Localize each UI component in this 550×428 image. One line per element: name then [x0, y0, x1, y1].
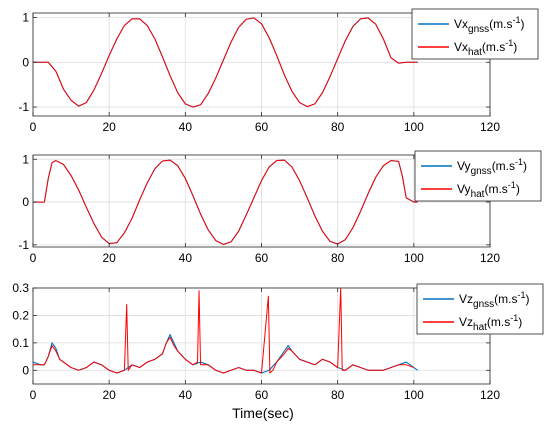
legend-box [411, 8, 539, 60]
y-tick-label: 0.2 [12, 308, 29, 322]
x-tick-label: 0 [30, 120, 37, 134]
legend-text-part: hat [468, 47, 482, 58]
x-tick-label: 100 [404, 388, 424, 402]
x-tick-label: 80 [331, 388, 345, 402]
subplot-panels: 0 20 40 60 80 100 120-101 Vxgnss(m.s-1)Vxhat(m.… [12, 8, 544, 402]
legend-text-part: (m.s [487, 315, 510, 329]
x-axis-label: Time(sec) [232, 405, 294, 421]
x-tick-label: 20 [102, 251, 116, 265]
legend-text-part: ) [525, 292, 529, 306]
legend-text-part: Vz [459, 292, 473, 306]
y-tick-label: -1 [18, 100, 29, 114]
legend-text-part: -1 [512, 15, 520, 25]
legend-text-part: ) [523, 159, 527, 173]
legend-text-part: Vx [454, 40, 468, 54]
x-tick-label: 0 [30, 251, 37, 265]
x-tick-label: 60 [255, 251, 269, 265]
x-tick-label: 120 [480, 251, 500, 265]
legend: Vygnss(m.s-1)Vyhat(m.s-1) [414, 150, 542, 202]
legend-text-part: (m.s [494, 292, 517, 306]
legend: Vxgnss(m.s-1)Vxhat(m.s-1) [411, 8, 539, 60]
subplot-3: 0 20 40 60 80 100 12000.10.20.3Vzgnss(m.s-1)Vz… [12, 281, 544, 402]
x-tick-label: 60 [255, 388, 269, 402]
legend-label-hat: Vyhat(m.s-1) [457, 180, 520, 200]
x-tick-label: 80 [331, 120, 345, 134]
legend-text-part: -1 [510, 313, 518, 323]
series-line-vy-hat [33, 159, 418, 245]
legend-text-part: ) [516, 182, 520, 196]
y-tick-label: 0 [22, 195, 29, 209]
y-tick-label: 0 [22, 55, 29, 69]
legend-text-part: -1 [517, 290, 525, 300]
x-tick-label: 20 [102, 120, 116, 134]
legend-text-part: gnss [473, 299, 494, 310]
legend-text-part: (m.s [489, 17, 512, 31]
legend-text-part: (m.s [484, 182, 507, 196]
legend: Vzgnss(m.s-1)Vzhat(m.s-1) [416, 283, 544, 335]
x-tick-label: 100 [404, 120, 424, 134]
series-line-vz-hat [33, 288, 414, 374]
x-tick-label: 80 [331, 251, 345, 265]
x-tick-label: 120 [480, 388, 500, 402]
x-tick-label: 20 [102, 388, 116, 402]
legend-label-gnss: Vxgnss(m.s-1) [454, 15, 524, 35]
y-tick-label: -1 [18, 238, 29, 252]
legend-box [416, 283, 544, 335]
x-tick-label: 100 [404, 251, 424, 265]
y-tick-label: 0.3 [12, 281, 29, 295]
legend-label-hat: Vzhat(m.s-1) [459, 313, 522, 333]
legend-box [414, 150, 542, 202]
legend-text-part: Vy [457, 182, 471, 196]
legend-text-part: -1 [505, 38, 513, 48]
legend-text-part: (m.s [492, 159, 515, 173]
x-tick-label: 40 [179, 251, 193, 265]
legend-text-part: -1 [508, 180, 516, 190]
legend-text-part: gnss [468, 24, 489, 35]
legend-text-part: hat [471, 189, 485, 200]
legend-label-hat: Vxhat(m.s-1) [454, 38, 517, 58]
legend-label-gnss: Vzgnss(m.s-1) [459, 290, 529, 310]
y-tick-label: 1 [22, 152, 29, 166]
legend-text-part: hat [473, 322, 487, 333]
legend-text-part: -1 [515, 157, 523, 167]
legend-text-part: gnss [471, 166, 492, 177]
x-tick-label: 120 [480, 120, 500, 134]
y-tick-label: 0.1 [12, 336, 29, 350]
legend-text-part: (m.s [482, 40, 505, 54]
y-tick-label: 0 [22, 363, 29, 377]
x-tick-label: 40 [179, 120, 193, 134]
x-tick-label: 60 [255, 120, 269, 134]
legend-label-gnss: Vygnss(m.s-1) [457, 157, 527, 177]
x-tick-label: 40 [179, 388, 193, 402]
legend-text-part: ) [520, 17, 524, 31]
legend-text-part: Vx [454, 17, 468, 31]
legend-text-part: Vz [459, 315, 473, 329]
legend-text-part: Vy [457, 159, 471, 173]
legend-text-part: ) [518, 315, 522, 329]
subplot-2: 0 20 40 60 80 100 120-101 Vygnss(m.s-1)Vyhat(m.… [18, 150, 542, 265]
x-tick-label: 0 [30, 388, 37, 402]
series-line-vx-hat [33, 17, 418, 108]
subplot-1: 0 20 40 60 80 100 120-101 Vxgnss(m.s-1)Vxhat(m.… [18, 8, 539, 134]
legend-text-part: ) [513, 40, 517, 54]
y-tick-label: 1 [22, 10, 29, 24]
